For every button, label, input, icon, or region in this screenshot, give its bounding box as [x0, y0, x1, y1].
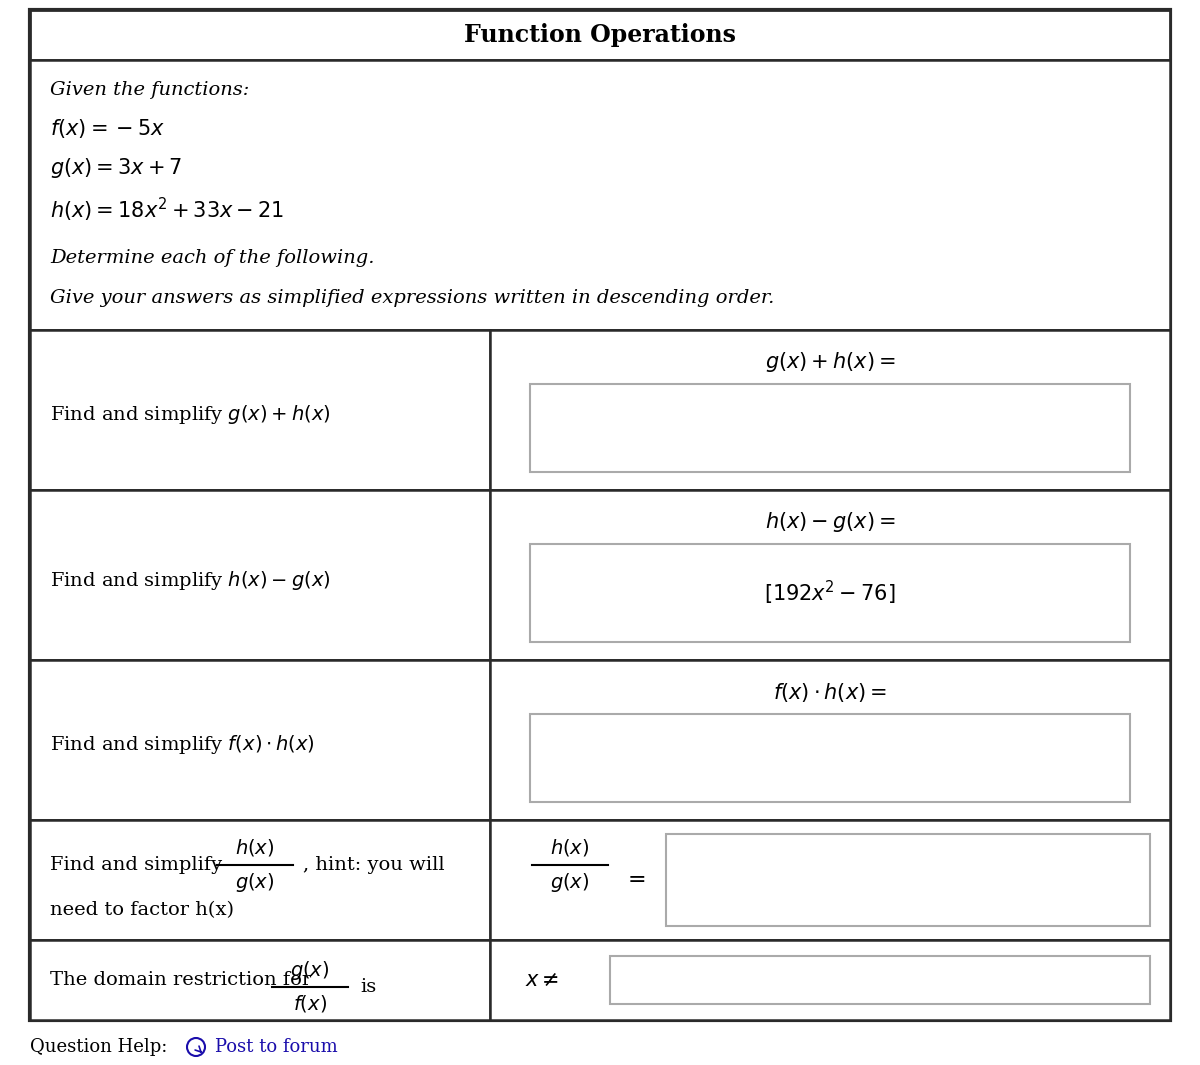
- Bar: [490, 660, 1170, 820]
- Bar: [30, 330, 490, 490]
- Text: =: =: [628, 869, 647, 891]
- Bar: [490, 330, 1170, 490]
- Bar: [30, 940, 490, 1020]
- Text: Give your answers as simplified expressions written in descending order.: Give your answers as simplified expressi…: [50, 289, 774, 307]
- Text: $\left[192x^2 - 76\right]$: $\left[192x^2 - 76\right]$: [764, 579, 895, 607]
- Text: $g(x)$: $g(x)$: [290, 958, 330, 982]
- Text: Question Help:: Question Help:: [30, 1038, 167, 1056]
- Bar: [30, 940, 1170, 1020]
- Text: Find and simplify: Find and simplify: [50, 856, 222, 874]
- Text: $h(x)$: $h(x)$: [235, 837, 275, 858]
- Bar: [490, 940, 1170, 1020]
- FancyBboxPatch shape: [610, 956, 1150, 1004]
- Bar: [30, 490, 490, 660]
- Text: $f(x) \cdot h(x) =$: $f(x) \cdot h(x) =$: [773, 681, 887, 704]
- Text: Function Operations: Function Operations: [464, 23, 736, 47]
- Text: Find and simplify $g(x) + h(x)$: Find and simplify $g(x) + h(x)$: [50, 404, 330, 426]
- Bar: [30, 490, 1170, 660]
- Text: need to factor h(x): need to factor h(x): [50, 901, 234, 919]
- Text: Find and simplify $h(x) - g(x)$: Find and simplify $h(x) - g(x)$: [50, 569, 330, 591]
- Text: $h(x) = 18x^2 + 33x - 21$: $h(x) = 18x^2 + 33x - 21$: [50, 196, 284, 224]
- Text: $h(x)$: $h(x)$: [551, 837, 589, 858]
- FancyBboxPatch shape: [666, 834, 1150, 925]
- Text: $g(x)$: $g(x)$: [235, 870, 275, 894]
- FancyBboxPatch shape: [530, 544, 1130, 642]
- Text: $g(x) + h(x) =$: $g(x) + h(x) =$: [764, 350, 895, 374]
- FancyBboxPatch shape: [530, 714, 1130, 802]
- Text: Determine each of the following.: Determine each of the following.: [50, 249, 374, 267]
- Bar: [30, 330, 1170, 490]
- Text: $g(x) = 3x + 7$: $g(x) = 3x + 7$: [50, 155, 182, 180]
- Bar: [30, 820, 1170, 940]
- Text: Find and simplify $f(x) \cdot h(x)$: Find and simplify $f(x) \cdot h(x)$: [50, 734, 314, 756]
- Bar: [30, 660, 1170, 820]
- Text: $h(x) - g(x) =$: $h(x) - g(x) =$: [764, 510, 895, 534]
- Bar: [30, 660, 490, 820]
- Bar: [30, 10, 1170, 60]
- Bar: [30, 60, 1170, 330]
- Text: $x \neq$: $x \neq$: [526, 970, 559, 989]
- Text: $g(x)$: $g(x)$: [551, 870, 589, 894]
- Text: The domain restriction for: The domain restriction for: [50, 971, 311, 989]
- Text: $f(x)$: $f(x)$: [293, 994, 326, 1015]
- Bar: [490, 820, 1170, 940]
- Text: is: is: [360, 978, 377, 996]
- Text: Post to forum: Post to forum: [215, 1038, 337, 1056]
- Bar: [490, 490, 1170, 660]
- Text: , hint: you will: , hint: you will: [302, 856, 445, 874]
- Text: Given the functions:: Given the functions:: [50, 81, 250, 99]
- FancyBboxPatch shape: [530, 384, 1130, 472]
- Text: $f(x) = -5x$: $f(x) = -5x$: [50, 116, 166, 140]
- Bar: [30, 820, 490, 940]
